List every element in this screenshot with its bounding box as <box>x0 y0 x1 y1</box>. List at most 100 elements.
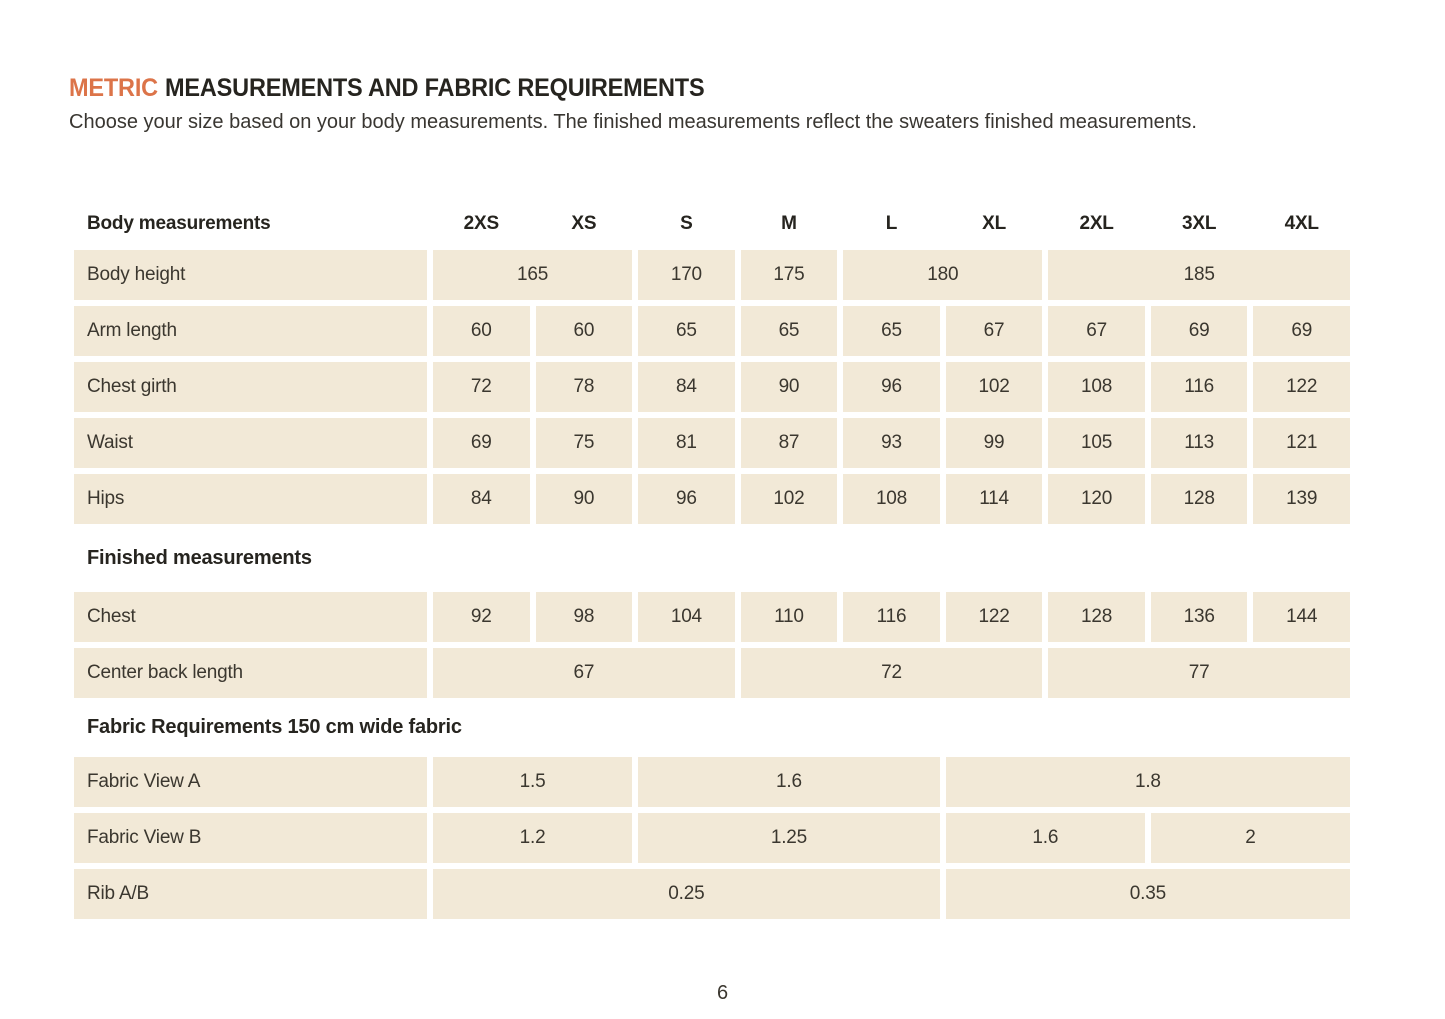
row-label: Chest <box>74 592 427 642</box>
measurement-cell: 121 <box>1253 418 1350 468</box>
measurement-cell: 185 <box>1048 250 1350 300</box>
measurement-cell: 96 <box>843 362 940 412</box>
row-label: Hips <box>74 474 427 524</box>
measurement-cell: 170 <box>638 250 735 300</box>
measurement-cell: 0.35 <box>945 869 1350 919</box>
measurement-cell: 122 <box>1253 362 1350 412</box>
measurement-cell: 72 <box>740 648 1043 698</box>
measurement-cell: 67 <box>433 648 735 698</box>
table-row: Fabric View B 1.2 1.25 1.6 2 <box>74 813 1350 863</box>
measurement-cell: 69 <box>1253 306 1350 356</box>
measurement-cell: 65 <box>843 306 940 356</box>
measurement-cell: 67 <box>945 306 1043 356</box>
row-label: Arm length <box>74 306 427 356</box>
measurement-cell: 2 <box>1150 813 1350 863</box>
measurement-cell: 1.8 <box>945 757 1350 807</box>
row-label: Chest girth <box>74 362 427 412</box>
measurement-cell: 116 <box>843 592 940 642</box>
measurement-cell: 81 <box>638 418 735 468</box>
measurement-cell: 102 <box>945 362 1043 412</box>
column-header-size-m: M <box>781 212 797 234</box>
table-row: Center back length 67 72 77 <box>74 648 1350 698</box>
measurement-cell: 1.5 <box>433 757 633 807</box>
measurement-cell: 1.2 <box>433 813 633 863</box>
column-header-size-4xl: 4XL <box>1284 212 1319 234</box>
measurement-cell: 108 <box>1048 362 1145 412</box>
column-header-size-l: L <box>885 212 898 234</box>
table-row: Arm length 60 60 65 65 65 67 67 69 69 <box>74 306 1350 356</box>
measurement-cell: 87 <box>740 418 838 468</box>
table-row: Chest girth 72 78 84 90 96 102 108 116 122 <box>74 362 1350 412</box>
measurement-cell: 75 <box>535 418 633 468</box>
measurement-cell: 90 <box>740 362 838 412</box>
table-row: Chest 92 98 104 110 116 122 128 136 144 <box>74 592 1350 642</box>
measurement-cell: 122 <box>945 592 1043 642</box>
measurement-cell: 77 <box>1048 648 1350 698</box>
row-label: Rib A/B <box>74 869 427 919</box>
measurement-cell: 113 <box>1150 418 1248 468</box>
measurement-cell: 102 <box>740 474 838 524</box>
page-title: METRIC MEASUREMENTS AND FABRIC REQUIREMEN… <box>69 74 705 103</box>
page-number: 6 <box>716 982 729 1004</box>
measurement-cell: 1.6 <box>638 757 940 807</box>
measurement-cell: 78 <box>535 362 633 412</box>
table-row: Hips 84 90 96 102 108 114 120 128 139 <box>74 474 1350 524</box>
measurement-cell: 96 <box>638 474 735 524</box>
measurement-cell: 120 <box>1048 474 1145 524</box>
measurement-cell: 128 <box>1048 592 1145 642</box>
measurement-cell: 180 <box>843 250 1043 300</box>
measurement-cell: 67 <box>1048 306 1145 356</box>
measurement-cell: 0.25 <box>433 869 940 919</box>
column-header-body-measurements: Body measurements <box>87 212 271 234</box>
measurement-cell: 139 <box>1253 474 1350 524</box>
page-title-accent: METRIC <box>69 74 158 102</box>
intro-paragraph: Choose your size based on your body meas… <box>69 111 1197 133</box>
table-row: Body height 165 170 175 180 185 <box>74 250 1350 300</box>
measurement-cell: 175 <box>740 250 838 300</box>
measurement-cell: 144 <box>1253 592 1350 642</box>
measurement-cell: 84 <box>638 362 735 412</box>
column-header-size-2xl: 2XL <box>1079 212 1114 234</box>
table-row: Rib A/B 0.25 0.35 <box>74 869 1350 919</box>
table-row: Fabric View A 1.5 1.6 1.8 <box>74 757 1350 807</box>
section-heading: Finished measurements <box>87 546 312 569</box>
measurement-cell: 165 <box>433 250 633 300</box>
measurement-cell: 98 <box>535 592 633 642</box>
column-header-size-3xl: 3XL <box>1182 212 1217 234</box>
measurement-cell: 99 <box>945 418 1043 468</box>
measurement-cell: 60 <box>433 306 530 356</box>
measurement-cell: 105 <box>1048 418 1145 468</box>
page-title-rest: MEASUREMENTS AND FABRIC REQUIREMENTS <box>165 74 705 102</box>
measurement-cell: 93 <box>843 418 940 468</box>
column-header-size-xs: XS <box>571 212 597 234</box>
measurement-cell: 72 <box>433 362 530 412</box>
measurement-cell: 136 <box>1150 592 1248 642</box>
measurement-cell: 116 <box>1150 362 1248 412</box>
measurement-cell: 104 <box>638 592 735 642</box>
row-label: Fabric View B <box>74 813 427 863</box>
measurement-cell: 128 <box>1150 474 1248 524</box>
table-header-row: Body measurements 2XS XS S M L XL 2XL 3XL 4XL <box>74 203 1350 244</box>
measurement-cell: 114 <box>945 474 1043 524</box>
measurement-cell: 84 <box>433 474 530 524</box>
measurement-cell: 90 <box>535 474 633 524</box>
row-label: Fabric View A <box>74 757 427 807</box>
column-header-size-xl: XL <box>982 212 1006 234</box>
measurement-cell: 69 <box>433 418 530 468</box>
measurement-cell: 108 <box>843 474 940 524</box>
row-label: Waist <box>74 418 427 468</box>
measurement-cell: 1.6 <box>945 813 1145 863</box>
column-header-size-2xs: 2XS <box>463 212 500 234</box>
measurement-cell: 110 <box>740 592 838 642</box>
measurement-cell: 65 <box>638 306 735 356</box>
measurement-cell: 65 <box>740 306 838 356</box>
section-heading: Fabric Requirements 150 cm wide fabric <box>87 716 462 738</box>
measurement-cell: 92 <box>433 592 530 642</box>
measurements-table: Body measurements 2XS XS S M L XL 2XL 3XL 4XL Body… <box>74 203 1350 925</box>
row-label: Body height <box>74 250 427 300</box>
measurement-cell: 69 <box>1150 306 1248 356</box>
table-row: Waist 69 75 81 87 93 99 105 113 121 <box>74 418 1350 468</box>
row-label: Center back length <box>74 648 427 698</box>
measurement-cell: 1.25 <box>638 813 940 863</box>
